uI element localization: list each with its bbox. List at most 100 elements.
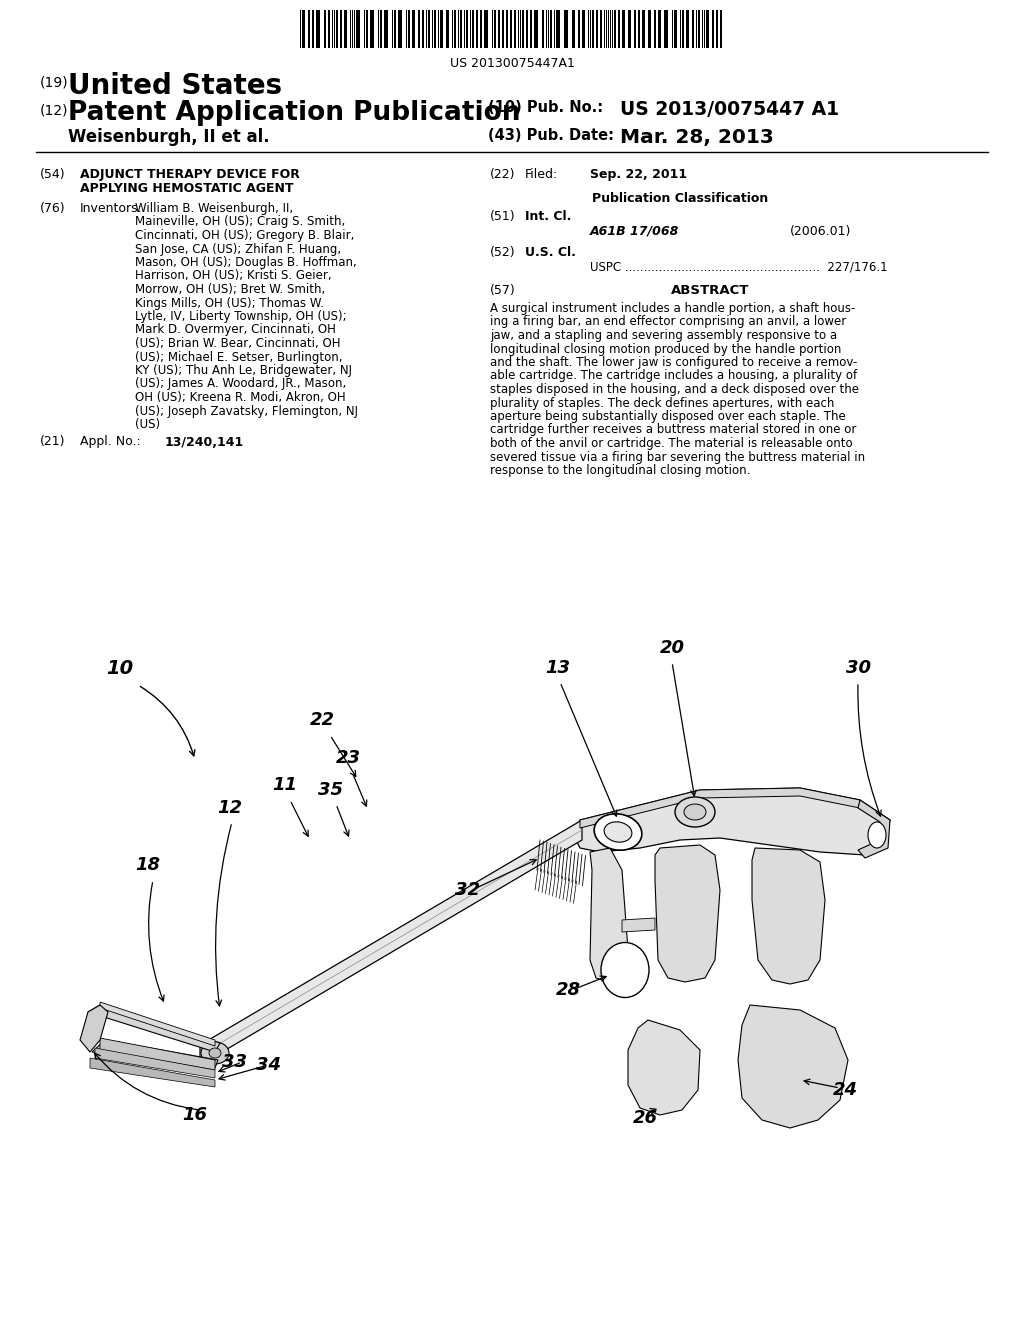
Bar [356, 11, 360, 48]
Text: APPLYING HEMOSTATIC AGENT: APPLYING HEMOSTATIC AGENT [80, 182, 294, 195]
Bar [460, 11, 462, 48]
Bar [634, 11, 636, 48]
Text: 12: 12 [217, 799, 243, 817]
Bar [506, 11, 508, 48]
Text: A61B 17/068: A61B 17/068 [590, 224, 679, 238]
Bar [510, 11, 512, 48]
Text: U.S. Cl.: U.S. Cl. [525, 246, 575, 259]
Bar [622, 11, 625, 48]
Bar [472, 11, 474, 48]
Bar [394, 11, 396, 48]
Polygon shape [738, 1005, 848, 1129]
Text: (10) Pub. No.:: (10) Pub. No.: [488, 100, 603, 115]
Bar [384, 11, 388, 48]
Bar [312, 11, 314, 48]
Bar [682, 11, 684, 48]
Text: Mark D. Overmyer, Cincinnati, OH: Mark D. Overmyer, Cincinnati, OH [135, 323, 336, 337]
Text: both of the anvil or cartridge. The material is releasable onto: both of the anvil or cartridge. The mate… [490, 437, 853, 450]
Ellipse shape [675, 797, 715, 828]
Polygon shape [200, 820, 582, 1065]
Bar [582, 11, 585, 48]
Bar [628, 11, 631, 48]
Bar [494, 11, 496, 48]
Text: Maineville, OH (US); Craig S. Smith,: Maineville, OH (US); Craig S. Smith, [135, 215, 345, 228]
Bar [664, 11, 668, 48]
Polygon shape [590, 847, 628, 982]
Bar [344, 11, 347, 48]
Bar [328, 11, 330, 48]
Polygon shape [80, 1005, 108, 1052]
Text: San Jose, CA (US); Zhifan F. Huang,: San Jose, CA (US); Zhifan F. Huang, [135, 243, 341, 256]
Text: (US); Brian W. Bear, Cincinnati, OH: (US); Brian W. Bear, Cincinnati, OH [135, 337, 341, 350]
Bar [502, 11, 504, 48]
Text: Harrison, OH (US); Kristi S. Geier,: Harrison, OH (US); Kristi S. Geier, [135, 269, 332, 282]
Bar [370, 11, 374, 48]
Text: A surgical instrument includes a handle portion, a shaft hous-: A surgical instrument includes a handle … [490, 302, 855, 315]
Bar [498, 11, 500, 48]
Polygon shape [622, 917, 655, 932]
Text: 11: 11 [272, 776, 298, 795]
Text: Filed:: Filed: [525, 168, 558, 181]
Text: Kings Mills, OH (US); Thomas W.: Kings Mills, OH (US); Thomas W. [135, 297, 324, 309]
Bar [428, 11, 430, 48]
Bar [618, 11, 620, 48]
Bar [564, 11, 568, 48]
Text: Weisenburgh, II et al.: Weisenburgh, II et al. [68, 128, 269, 147]
Polygon shape [628, 1020, 700, 1115]
Text: severed tissue via a firing bar severing the buttress material in: severed tissue via a firing bar severing… [490, 450, 865, 463]
Bar [434, 11, 436, 48]
Text: aperture being substantially disposed over each staple. The: aperture being substantially disposed ov… [490, 411, 846, 422]
Polygon shape [88, 1005, 220, 1052]
Text: OH (US); Kreena R. Modi, Akron, OH: OH (US); Kreena R. Modi, Akron, OH [135, 391, 346, 404]
Text: KY (US); Thu Anh Le, Bridgewater, NJ: KY (US); Thu Anh Le, Bridgewater, NJ [135, 364, 352, 378]
Text: Publication Classification: Publication Classification [592, 191, 768, 205]
Bar [542, 11, 544, 48]
Ellipse shape [594, 814, 642, 850]
Bar [706, 11, 709, 48]
Bar [596, 11, 598, 48]
Text: 20: 20 [659, 639, 684, 657]
Text: Lytle, IV, Liberty Township, OH (US);: Lytle, IV, Liberty Township, OH (US); [135, 310, 347, 323]
Bar [484, 11, 488, 48]
Text: (76): (76) [40, 202, 66, 215]
Text: 35: 35 [317, 781, 342, 799]
Bar [422, 11, 424, 48]
Bar [398, 11, 402, 48]
Text: (51): (51) [490, 210, 516, 223]
Bar [454, 11, 456, 48]
Bar [324, 11, 326, 48]
Text: Sep. 22, 2011: Sep. 22, 2011 [590, 168, 687, 181]
Bar [412, 11, 415, 48]
Ellipse shape [604, 822, 632, 842]
Bar [522, 11, 524, 48]
Polygon shape [575, 788, 890, 855]
Text: USPC ....................................................  227/176.1: USPC ...................................… [590, 260, 888, 273]
Polygon shape [858, 800, 890, 858]
Bar [446, 11, 449, 48]
Text: (21): (21) [40, 436, 66, 449]
Polygon shape [580, 788, 860, 828]
Text: (54): (54) [40, 168, 66, 181]
Bar [530, 11, 532, 48]
Bar [648, 11, 651, 48]
Bar [592, 11, 594, 48]
Text: ADJUNCT THERAPY DEVICE FOR: ADJUNCT THERAPY DEVICE FOR [80, 168, 300, 181]
Bar [302, 11, 305, 48]
Text: able cartridge. The cartridge includes a housing, a plurality of: able cartridge. The cartridge includes a… [490, 370, 857, 383]
Text: US 20130075447A1: US 20130075447A1 [450, 57, 574, 70]
Bar [712, 11, 714, 48]
Bar [380, 11, 382, 48]
Text: ABSTRACT: ABSTRACT [671, 284, 750, 297]
Text: Cincinnati, OH (US); Gregory B. Blair,: Cincinnati, OH (US); Gregory B. Blair, [135, 228, 354, 242]
Bar [720, 11, 722, 48]
Text: William B. Weisenburgh, II,: William B. Weisenburgh, II, [135, 202, 293, 215]
Text: response to the longitudinal closing motion.: response to the longitudinal closing mot… [490, 465, 751, 477]
Text: (US); Michael E. Setser, Burlington,: (US); Michael E. Setser, Burlington, [135, 351, 342, 363]
Bar [418, 11, 420, 48]
Polygon shape [95, 1048, 215, 1078]
Text: Inventors:: Inventors: [80, 202, 143, 215]
Text: US 2013/0075447 A1: US 2013/0075447 A1 [620, 100, 839, 119]
Text: 33: 33 [222, 1053, 248, 1071]
Text: 10: 10 [106, 659, 133, 677]
Bar [686, 11, 689, 48]
